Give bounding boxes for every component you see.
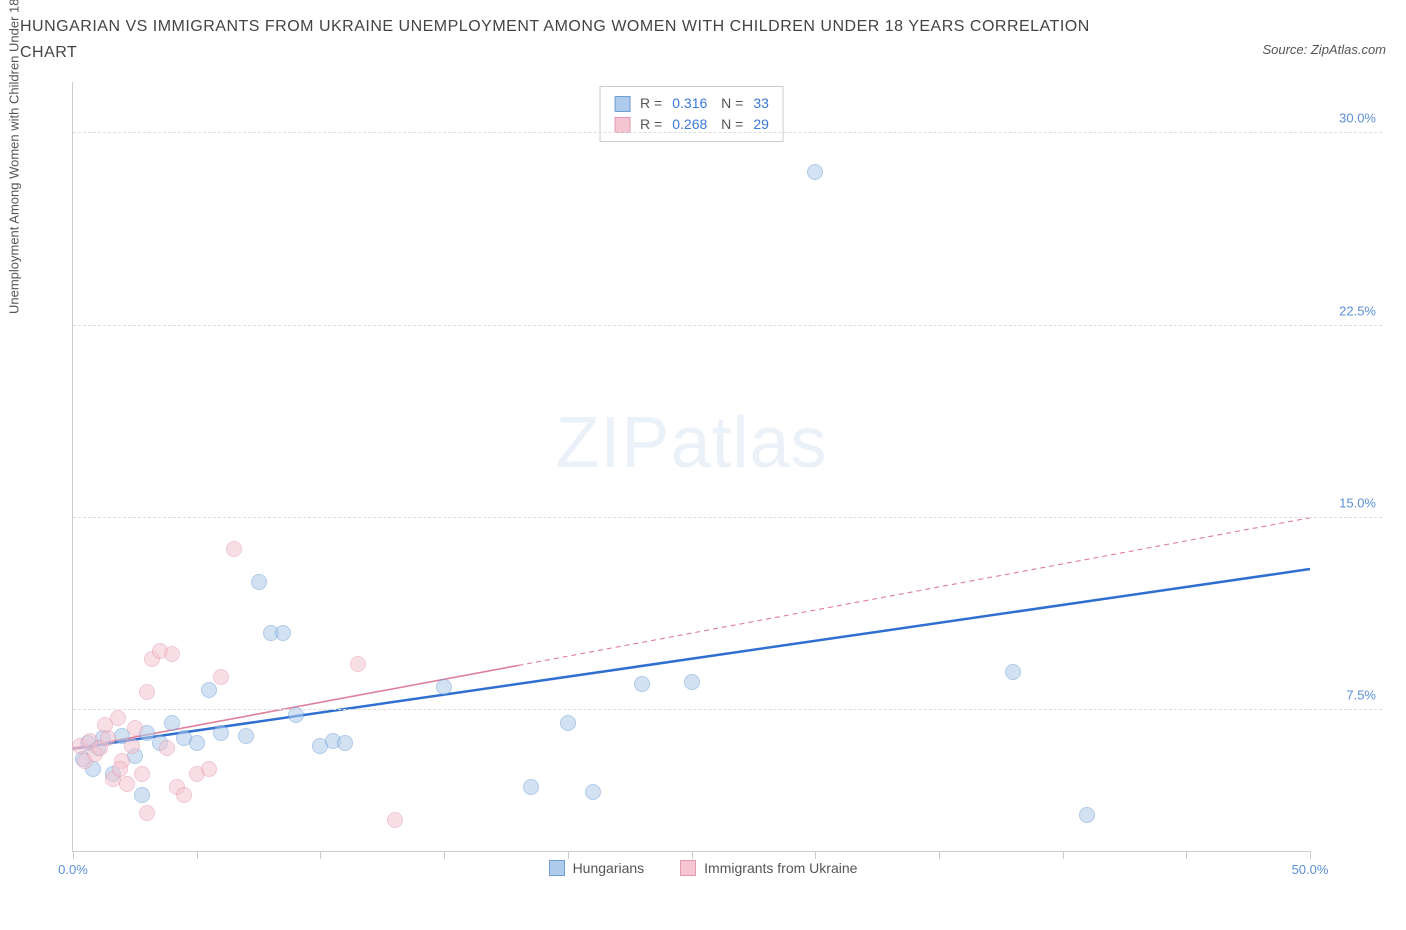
data-point (164, 715, 180, 731)
data-point (1079, 807, 1095, 823)
chart-title: HUNGARIAN VS IMMIGRANTS FROM UKRAINE UNE… (20, 14, 1120, 65)
y-tick-label: 22.5% (1339, 303, 1376, 318)
chart-source: Source: ZipAtlas.com (1262, 42, 1386, 57)
data-point (201, 761, 217, 777)
swatch-hungarians (614, 96, 630, 112)
x-tick (692, 851, 693, 859)
data-point (112, 761, 128, 777)
y-axis-label: Unemployment Among Women with Children U… (7, 0, 22, 314)
y-tick-label: 15.0% (1339, 495, 1376, 510)
data-point (523, 779, 539, 795)
data-point (127, 720, 143, 736)
data-point (119, 776, 135, 792)
trend-lines (73, 82, 1310, 851)
x-tick (73, 851, 74, 859)
series-legend: Hungarians Immigrants from Ukraine (24, 860, 1382, 876)
legend-label: Hungarians (573, 860, 645, 876)
data-point (134, 787, 150, 803)
data-point (201, 682, 217, 698)
legend-item-hungarians: Hungarians (549, 860, 645, 876)
data-point (807, 164, 823, 180)
scatter-plot: ZIPatlas R = 0.316 N = 33 R = 0.268 N = … (72, 82, 1310, 852)
data-point (213, 669, 229, 685)
stat-r-value: 0.316 (672, 93, 707, 114)
data-point (275, 625, 291, 641)
data-point (139, 684, 155, 700)
data-point (213, 725, 229, 741)
chart-container: Unemployment Among Women with Children U… (24, 82, 1382, 882)
x-tick (1186, 851, 1187, 859)
data-point (164, 646, 180, 662)
data-point (634, 676, 650, 692)
data-point (560, 715, 576, 731)
data-point (238, 728, 254, 744)
data-point (189, 735, 205, 751)
stat-n-label: N = (717, 93, 743, 114)
data-point (387, 812, 403, 828)
x-tick (939, 851, 940, 859)
data-point (139, 805, 155, 821)
data-point (436, 679, 452, 695)
x-tick (1310, 851, 1311, 859)
swatch-ukraine (614, 117, 630, 133)
data-point (1005, 664, 1021, 680)
swatch-hungarians (549, 860, 565, 876)
data-point (288, 707, 304, 723)
x-tick (1063, 851, 1064, 859)
data-point (684, 674, 700, 690)
data-point (97, 717, 113, 733)
data-point (337, 735, 353, 751)
gridline (73, 325, 1382, 326)
data-point (159, 740, 175, 756)
data-point (176, 787, 192, 803)
stat-n-value: 33 (753, 93, 769, 114)
gridline (73, 132, 1382, 133)
legend-label: Immigrants from Ukraine (704, 860, 857, 876)
data-point (251, 574, 267, 590)
data-point (226, 541, 242, 557)
legend-item-ukraine: Immigrants from Ukraine (680, 860, 857, 876)
correlation-legend: R = 0.316 N = 33 R = 0.268 N = 29 (599, 86, 784, 142)
data-point (585, 784, 601, 800)
y-tick-label: 7.5% (1346, 688, 1376, 703)
x-tick (568, 851, 569, 859)
stat-r-label: R = (640, 93, 662, 114)
gridline (73, 709, 1382, 710)
data-point (124, 738, 140, 754)
swatch-ukraine (680, 860, 696, 876)
gridline (73, 517, 1382, 518)
x-tick (815, 851, 816, 859)
data-point (134, 766, 150, 782)
legend-row-hungarians: R = 0.316 N = 33 (614, 93, 769, 114)
watermark-bold: ZIP (555, 403, 670, 483)
x-tick (197, 851, 198, 859)
watermark: ZIPatlas (555, 402, 827, 484)
data-point (350, 656, 366, 672)
x-tick (444, 851, 445, 859)
y-tick-label: 30.0% (1339, 111, 1376, 126)
x-tick (320, 851, 321, 859)
watermark-light: atlas (670, 403, 827, 483)
